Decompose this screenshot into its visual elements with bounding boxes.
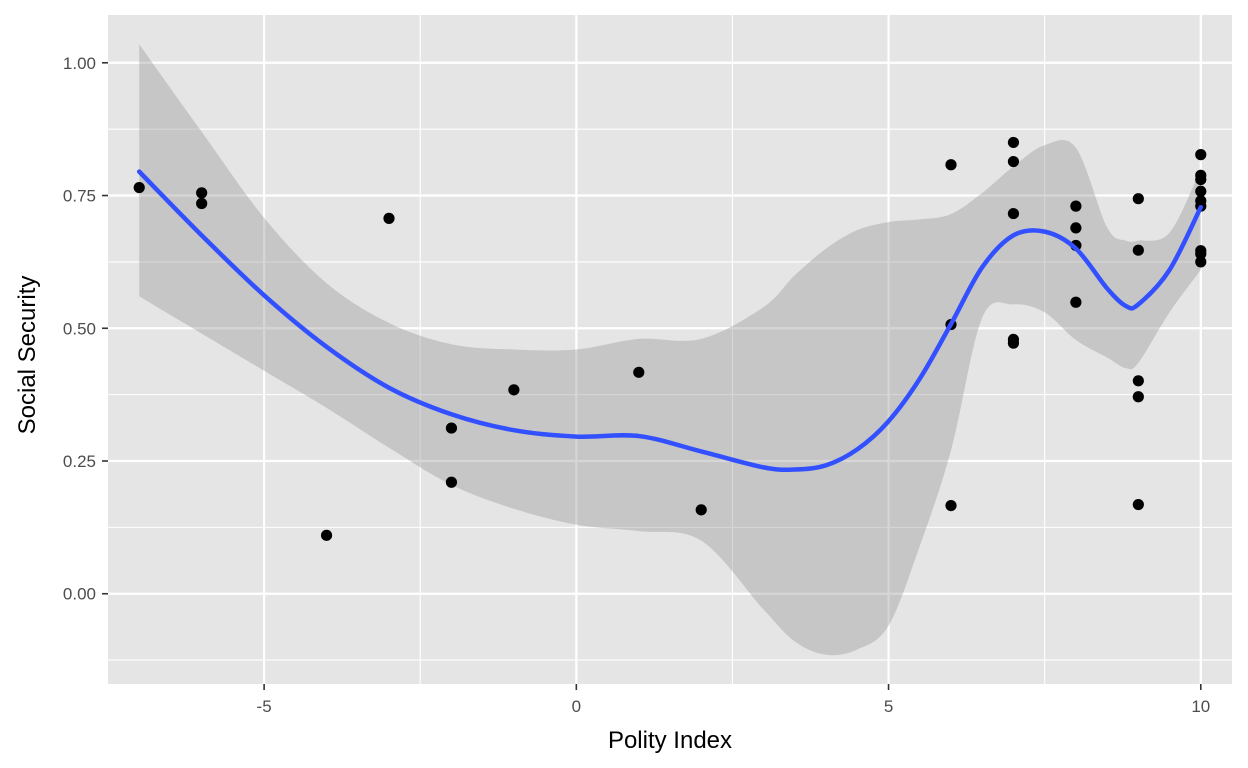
data-point [1132,391,1144,403]
data-point [1007,207,1020,220]
data-point [1195,185,1207,197]
data-point [1070,222,1082,234]
data-point [320,529,333,541]
axis-ticks: -5 0 5 10 0.00 0.25 0.50 0.75 1.00 [63,54,1210,716]
data-point [945,159,957,171]
confidence-ribbon [139,44,1201,656]
data-point [633,366,645,378]
smooth-line [136,169,1204,473]
data-point [695,504,707,516]
data-point [508,384,520,396]
data-point [1132,498,1144,511]
x-tick-label: 5 [884,697,893,716]
x-tick-label: 10 [1191,697,1210,716]
y-tick-label: 1.00 [63,54,96,73]
x-tick-label: 0 [572,697,581,716]
data-point [1132,375,1144,387]
x-tick-label: -5 [257,697,272,716]
data-point [196,197,208,210]
x-axis-title: Polity Index [608,727,732,754]
major-gridlines [108,15,1232,684]
data-point [1195,149,1207,161]
data-point [383,212,395,224]
data-point [445,476,458,488]
data-point [1007,337,1020,349]
data-point [1195,248,1207,260]
data-point [196,187,208,199]
data-point [945,500,957,512]
y-tick-label: 0.00 [63,585,96,604]
y-axis-title: Social Security [14,276,41,435]
data-point [1070,200,1082,212]
data-point [1007,155,1020,168]
data-point [1007,136,1020,149]
y-tick-label: 0.75 [63,187,96,206]
data-point [1132,244,1144,256]
y-tick-label: 0.50 [63,319,96,338]
data-point [1132,193,1144,205]
data-point [1070,296,1082,308]
data-point [445,422,458,434]
data-point [1195,256,1207,268]
y-tick-label: 0.25 [63,452,96,471]
data-point [1195,173,1207,186]
minor-gridlines [108,15,1232,684]
data-point [133,181,145,194]
